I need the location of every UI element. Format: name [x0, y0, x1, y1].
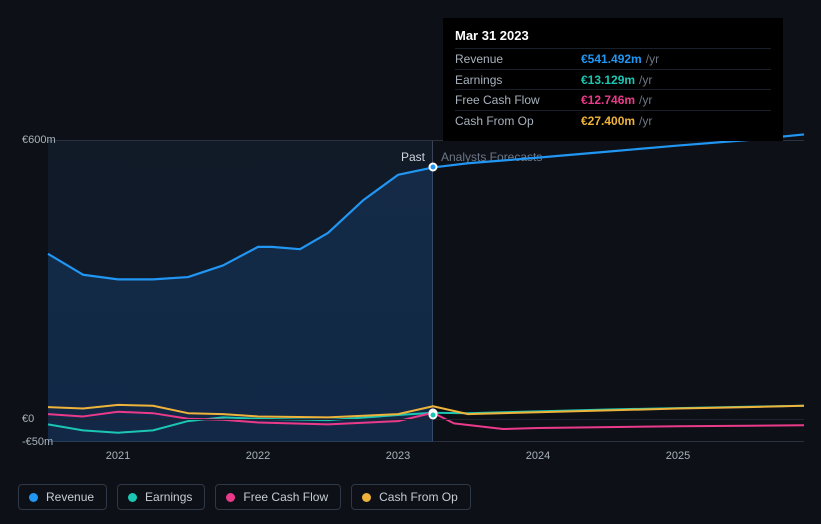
legend-toggle-revenue[interactable]: Revenue — [18, 484, 107, 510]
tooltip-row: Revenue€541.492m/yr — [455, 48, 771, 69]
legend-swatch-icon — [128, 493, 137, 502]
tooltip-metric-value: €541.492m — [581, 50, 642, 69]
tooltip-metric-label: Free Cash Flow — [455, 91, 581, 110]
tooltip-metric-label: Earnings — [455, 71, 581, 90]
marker-earnings — [429, 411, 438, 420]
hover-tooltip: Mar 31 2023 Revenue€541.492m/yrEarnings€… — [443, 18, 783, 141]
y-axis-label: €0 — [18, 413, 64, 425]
tooltip-metric-label: Revenue — [455, 50, 581, 69]
legend-label: Cash From Op — [379, 490, 458, 504]
tooltip-unit: /yr — [639, 112, 652, 131]
chart-lines-svg — [48, 140, 804, 442]
gridline — [48, 419, 804, 420]
tooltip-unit: /yr — [639, 71, 652, 90]
legend-toggle-fcf[interactable]: Free Cash Flow — [215, 484, 341, 510]
marker-revenue — [429, 163, 438, 172]
tooltip-row: Earnings€13.129m/yr — [455, 69, 771, 90]
legend-toggle-cfo[interactable]: Cash From Op — [351, 484, 471, 510]
tooltip-metric-value: €27.400m — [581, 112, 635, 131]
revenue-area-fill — [48, 167, 433, 442]
tooltip-metric-label: Cash From Op — [455, 112, 581, 131]
tooltip-date: Mar 31 2023 — [455, 26, 771, 46]
tooltip-unit: /yr — [639, 91, 652, 110]
tooltip-row: Free Cash Flow€12.746m/yr — [455, 89, 771, 110]
legend-label: Earnings — [145, 490, 192, 504]
legend-swatch-icon — [226, 493, 235, 502]
y-axis-label: -€50m — [18, 436, 64, 448]
x-axis-label: 2021 — [106, 450, 130, 462]
x-axis-label: 2024 — [526, 450, 550, 462]
legend-swatch-icon — [362, 493, 371, 502]
legend-label: Free Cash Flow — [243, 490, 328, 504]
tooltip-metric-value: €13.129m — [581, 71, 635, 90]
y-axis-label: €600m — [18, 134, 64, 146]
x-axis-label: 2025 — [666, 450, 690, 462]
legend-swatch-icon — [29, 493, 38, 502]
x-axis-label: 2023 — [386, 450, 410, 462]
legend: Revenue Earnings Free Cash Flow Cash From O… — [18, 484, 471, 510]
legend-toggle-earnings[interactable]: Earnings — [117, 484, 205, 510]
tooltip-metric-value: €12.746m — [581, 91, 635, 110]
tooltip-row: Cash From Op€27.400m/yr — [455, 110, 771, 131]
legend-label: Revenue — [46, 490, 94, 504]
x-axis-label: 2022 — [246, 450, 270, 462]
tooltip-unit: /yr — [646, 50, 659, 69]
